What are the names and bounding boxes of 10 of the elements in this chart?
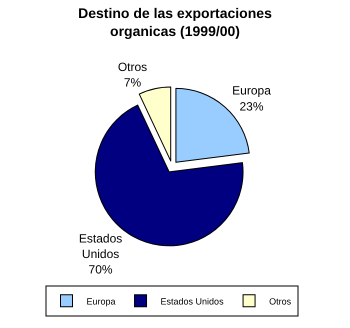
slice-label: Otros [118,60,148,74]
slice-label: Estados Unidos [78,231,122,262]
legend-label: Estados Unidos [160,296,224,306]
legend-label: Otros [269,296,292,306]
slice-label: Europa [232,84,272,98]
data-label: 7% [124,76,142,90]
chart-title: Destino de las exportaciones organicas (1999/00) [78,5,272,40]
legend-label: Europa [86,296,116,306]
data-label: 23% [240,99,264,114]
data-label: 70% [88,262,113,277]
